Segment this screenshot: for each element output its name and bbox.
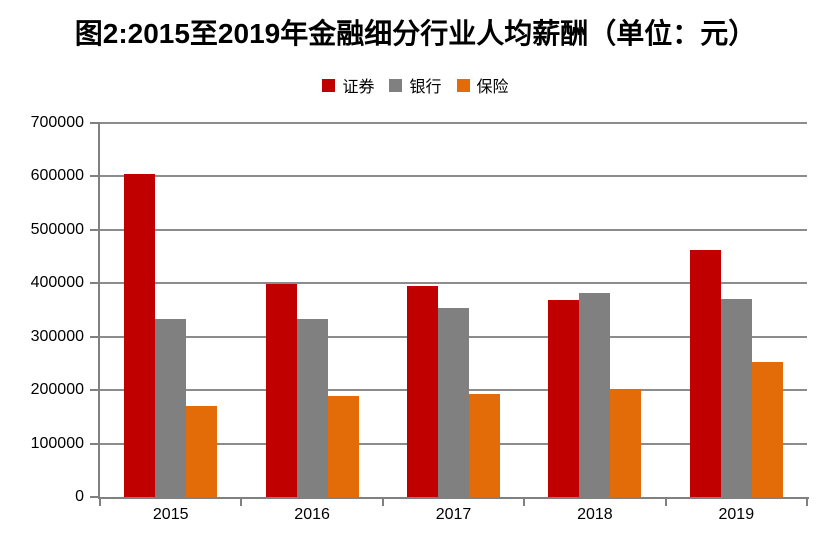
legend-item-securities: 证券 — [322, 73, 374, 97]
y-axis-tick-0 — [90, 496, 100, 498]
bar-bank-2018 — [579, 293, 611, 497]
y-axis-tick-300000 — [90, 335, 100, 338]
y-axis-label-700000: 700000 — [30, 114, 84, 131]
legend-swatch-insurance — [456, 78, 470, 92]
gridline-500000 — [100, 228, 807, 231]
bar-bank-2019 — [720, 298, 752, 497]
y-axis-label-300000: 300000 — [30, 327, 84, 345]
legend-item-insurance: 保险 — [456, 73, 509, 97]
bar-insurance-2015 — [186, 405, 218, 497]
bar-insurance-2019 — [751, 361, 783, 497]
y-axis-tick-700000 — [90, 122, 100, 124]
x-axis-tick-1 — [240, 499, 242, 506]
x-axis-label-2016: 2016 — [294, 506, 330, 523]
y-axis-label-600000: 600000 — [30, 167, 84, 185]
y-axis-label-0: 0 — [75, 488, 84, 505]
bar-bank-2017 — [438, 307, 469, 497]
legend-label-bank: 银行 — [409, 79, 442, 96]
x-axis-label-2015: 2015 — [152, 506, 189, 523]
y-axis-tick-400000 — [90, 282, 100, 285]
bar-insurance-2016 — [327, 396, 359, 497]
x-axis-tick-2 — [382, 499, 384, 506]
legend-swatch-bank — [389, 78, 403, 92]
bar-bank-2015 — [155, 319, 187, 497]
gridline-700000 — [100, 122, 807, 124]
bar-securities-2019 — [689, 250, 721, 497]
x-axis-tick-3 — [523, 499, 525, 506]
x-axis-label-2017: 2017 — [435, 506, 472, 523]
x-axis-label-2018: 2018 — [577, 506, 613, 523]
legend-label-securities: 证券 — [342, 79, 375, 96]
gridline-600000 — [100, 175, 807, 178]
chart-title: 图2:2015至2019年金融细分行业人均薪酬（单位：元） — [74, 18, 757, 49]
y-axis-line — [98, 123, 100, 499]
x-axis-line — [98, 497, 809, 499]
x-axis-label-2019: 2019 — [718, 506, 755, 523]
legend-label-insurance: 保险 — [476, 79, 509, 96]
y-axis-label-400000: 400000 — [30, 274, 84, 292]
bar-insurance-2018 — [610, 388, 642, 497]
y-axis-tick-600000 — [90, 175, 100, 178]
y-axis-tick-100000 — [90, 442, 100, 445]
y-axis-tick-200000 — [90, 389, 100, 392]
y-axis-label-100000: 100000 — [30, 434, 84, 452]
y-axis-label-200000: 200000 — [30, 381, 84, 399]
x-axis-tick-4 — [665, 499, 667, 506]
legend-swatch-securities — [322, 78, 336, 92]
bar-securities-2017 — [407, 285, 438, 497]
y-axis-tick-500000 — [90, 228, 100, 231]
bar-securities-2015 — [124, 173, 156, 497]
x-axis-labels: 2015 2016 2017 2018 2019 — [100, 506, 807, 530]
bar-securities-2016 — [265, 284, 297, 497]
y-axis-labels: 0 100000 200000 300000 400000 500000 600000 700… — [0, 114, 84, 505]
bar-bank-2016 — [296, 319, 328, 497]
x-axis-tick-5 — [806, 499, 808, 506]
bar-insurance-2017 — [469, 393, 500, 497]
legend: 证券 银行 保险 — [0, 73, 831, 97]
y-axis-label-500000: 500000 — [30, 220, 84, 238]
plot-area — [90, 122, 809, 506]
bar-securities-2018 — [548, 300, 580, 497]
x-axis-tick-0 — [99, 499, 101, 506]
gridline-400000 — [100, 282, 807, 285]
legend-item-bank: 银行 — [389, 73, 442, 97]
